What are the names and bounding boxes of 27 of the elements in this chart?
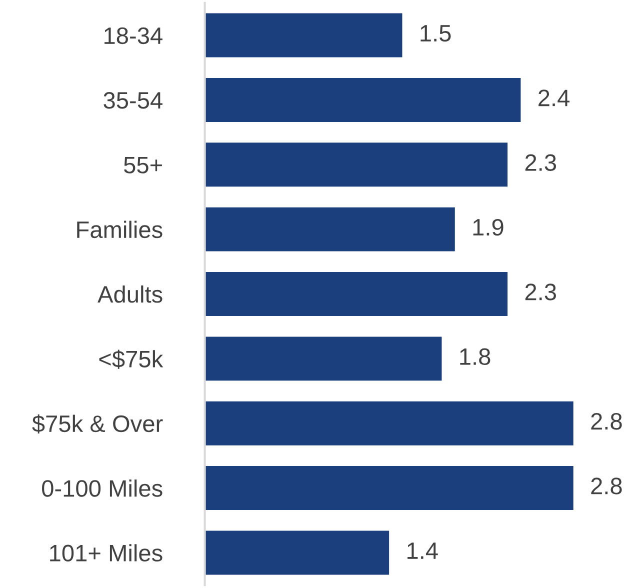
y-tick-label: 18-34 bbox=[104, 27, 162, 44]
bar bbox=[204, 13, 402, 58]
data-label: 2.3 bbox=[525, 154, 556, 171]
bar bbox=[204, 142, 508, 187]
bar bbox=[204, 78, 521, 122]
y-tick-label: $75k & Over bbox=[32, 414, 163, 434]
data-label: 2.3 bbox=[525, 284, 556, 300]
bar bbox=[204, 272, 508, 316]
bar bbox=[204, 336, 442, 381]
bar bbox=[204, 401, 574, 446]
data-label: 1.9 bbox=[473, 218, 504, 236]
y-tick-label: Adults bbox=[98, 285, 162, 303]
y-tick-label: 101+ Miles bbox=[50, 544, 162, 562]
data-label: 2.4 bbox=[538, 90, 570, 106]
data-label: 1.4 bbox=[408, 542, 438, 559]
bar bbox=[204, 207, 455, 252]
y-tick-label: 35-54 bbox=[104, 92, 162, 109]
y-tick-label: 55+ bbox=[124, 156, 162, 174]
y-tick-label: 0-100 Miles bbox=[42, 479, 162, 497]
data-label: 1.8 bbox=[460, 348, 490, 366]
data-label: 1.5 bbox=[420, 25, 451, 42]
bar bbox=[204, 466, 574, 510]
data-label: 2.8 bbox=[591, 478, 622, 494]
bar bbox=[204, 530, 390, 575]
data-label: 2.8 bbox=[591, 412, 622, 430]
y-tick-label: Families bbox=[77, 220, 162, 238]
y-tick-label: <$75k bbox=[99, 350, 164, 369]
